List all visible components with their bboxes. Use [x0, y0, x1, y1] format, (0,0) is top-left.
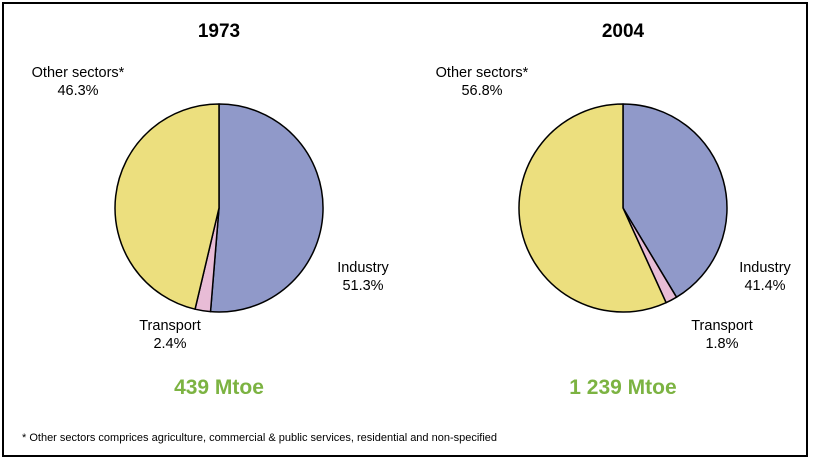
pie-slice-other-2004 [518, 103, 667, 313]
value-industry-2004: 41.4% [744, 278, 785, 294]
label-transport-1973: Transport [139, 318, 201, 334]
pie-slice-industry-1973 [209, 103, 324, 313]
chart-title-1973: 1973 [198, 21, 240, 42]
pie-slice-industry-2004 [622, 103, 728, 298]
value-transport-2004: 1.8% [705, 336, 738, 352]
pie-1973 [114, 103, 324, 313]
label-other-1973: Other sectors* [32, 65, 125, 81]
label-industry-1973: Industry [337, 260, 389, 276]
footnote: * Other sectors comprices agriculture, c… [22, 432, 497, 444]
label-other-2004: Other sectors* [436, 65, 529, 81]
value-transport-1973: 2.4% [153, 336, 186, 352]
total-2004: 1 239 Mtoe [569, 376, 676, 399]
chart-title-2004: 2004 [602, 21, 645, 42]
pie-2004 [518, 103, 728, 313]
label-transport-2004: Transport [691, 318, 753, 334]
value-industry-1973: 51.3% [342, 278, 383, 294]
pie-slice-other-1973 [114, 103, 220, 310]
label-industry-2004: Industry [739, 260, 791, 276]
value-other-1973: 46.3% [57, 83, 98, 99]
value-other-2004: 56.8% [461, 83, 502, 99]
total-1973: 439 Mtoe [174, 376, 264, 399]
